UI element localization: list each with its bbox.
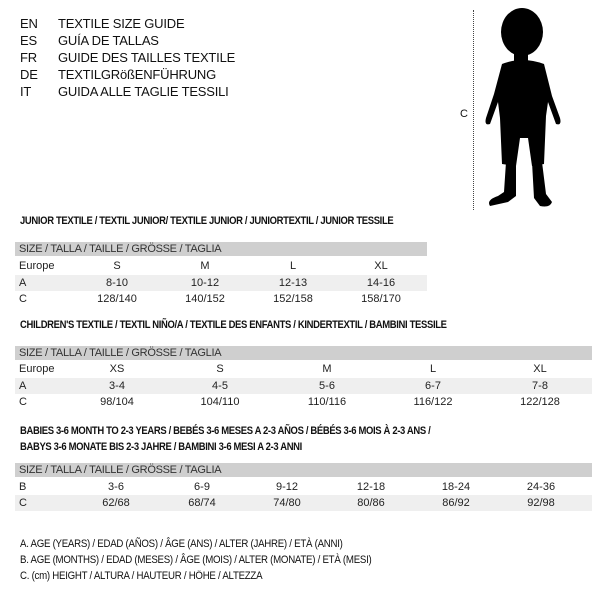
table-cell: 9-12: [275, 481, 299, 493]
table-row: A 3-4 4-5 5-6 6-7 7-8: [15, 378, 592, 394]
table-cell: 8-10: [105, 277, 129, 289]
table-row: C 98/104 104/110 110/116 116/122 122/128: [15, 394, 592, 410]
table-cell: 104/110: [200, 396, 240, 408]
table-cell: 24-36: [526, 481, 556, 493]
table-cell: 68/74: [188, 497, 216, 509]
table-cell: 98/104: [100, 396, 134, 408]
table-cell: 110/116: [307, 396, 347, 408]
table-cell: 12-18: [356, 481, 386, 493]
legend-note: C. (cm) HEIGHT / ALTURA / HAUTEUR / HÖHE…: [20, 570, 263, 582]
table-cell: 7-8: [532, 380, 548, 392]
table-cell: 14-16: [366, 277, 396, 289]
table-header: SIZE / TALLA / TAILLE / GRÖSSE / TAGLIA: [15, 242, 427, 256]
table-cell: S: [113, 260, 121, 272]
table-cell: XL: [533, 363, 547, 375]
table-row: C 62/68 68/74 74/80 80/86 86/92 92/98: [15, 495, 592, 511]
table-cell: 140/152: [185, 293, 225, 305]
table-cell: 92/98: [527, 497, 555, 509]
language-code: DE: [20, 67, 38, 82]
legend-note: A. AGE (YEARS) / EDAD (AÑOS) / ÂGE (ANS)…: [20, 538, 343, 550]
table-cell: M: [322, 363, 332, 375]
language-code: EN: [20, 16, 38, 31]
table-cell: 5-6: [319, 380, 335, 392]
row-label: A: [19, 277, 27, 289]
language-code: ES: [20, 33, 37, 48]
guide-title: TEXTILE SIZE GUIDE: [58, 16, 185, 31]
table-cell: 3-6: [108, 481, 124, 493]
table-title-line2: BABYS 3-6 MONATE BIS 2-3 JAHRE / BAMBINI…: [20, 441, 302, 453]
table-title: CHILDREN'S TEXTILE / TEXTIL NIÑO/A / TEX…: [20, 319, 447, 331]
table-cell: L: [289, 260, 297, 272]
row-label: Europe: [19, 363, 55, 375]
table-title: JUNIOR TEXTILE / TEXTIL JUNIOR/ TEXTILE …: [20, 215, 394, 227]
table-row: Europe XS S M L XL: [15, 361, 592, 377]
row-label: C: [19, 396, 27, 408]
guide-title: GUÍA DE TALLAS: [58, 33, 159, 48]
table-cell: 128/140: [97, 293, 137, 305]
table-cell: S: [216, 363, 224, 375]
table-cell: 12-13: [278, 277, 308, 289]
table-row: C 128/140 140/152 152/158 158/170: [15, 291, 427, 307]
table-cell: 6-9: [194, 481, 210, 493]
table-cell: 10-12: [190, 277, 220, 289]
table-row: Europe S M L XL: [15, 258, 427, 274]
table-header: SIZE / TALLA / TAILLE / GRÖSSE / TAGLIA: [15, 463, 592, 477]
guide-title: GUIDE DES TAILLES TEXTILE: [58, 50, 236, 65]
table-cell: L: [429, 363, 437, 375]
height-measure-line: [473, 10, 474, 210]
row-label: Europe: [19, 260, 55, 272]
table-cell: 4-5: [212, 380, 228, 392]
row-label: C: [19, 293, 27, 305]
legend-note: B. AGE (MONTHS) / EDAD (MESES) / ÂGE (MO…: [20, 554, 372, 566]
table-cell: 6-7: [425, 380, 441, 392]
table-cell: 3-4: [109, 380, 125, 392]
table-cell: 86/92: [442, 497, 470, 509]
table-title: BABIES 3-6 MONTH TO 2-3 YEARS / BEBÉS 3-…: [20, 425, 431, 437]
table-cell: 116/122: [413, 396, 453, 408]
row-label: C: [19, 497, 27, 509]
height-measure-label: C: [460, 108, 468, 120]
guide-title: GUIDA ALLE TAGLIE TESSILI: [58, 84, 229, 99]
table-row: B 3-6 6-9 9-12 12-18 18-24 24-36: [15, 479, 592, 495]
table-cell: 62/68: [102, 497, 130, 509]
table-cell: M: [200, 260, 210, 272]
guide-title: TEXTILGRößENFÜHRUNG: [58, 67, 216, 82]
table-cell: 122/128: [520, 396, 560, 408]
language-code: FR: [20, 50, 37, 65]
table-header: SIZE / TALLA / TAILLE / GRÖSSE / TAGLIA: [15, 346, 592, 360]
row-label: B: [19, 481, 27, 493]
child-silhouette-icon: [485, 8, 561, 207]
table-cell: 74/80: [273, 497, 301, 509]
table-cell: 80/86: [357, 497, 385, 509]
table-cell: XL: [374, 260, 388, 272]
table-cell: 18-24: [441, 481, 471, 493]
language-code: IT: [20, 84, 32, 99]
table-cell: 152/158: [273, 293, 313, 305]
table-cell: XS: [109, 363, 125, 375]
table-row: A 8-10 10-12 12-13 14-16: [15, 275, 427, 291]
table-cell: 158/170: [361, 293, 401, 305]
row-label: A: [19, 380, 27, 392]
